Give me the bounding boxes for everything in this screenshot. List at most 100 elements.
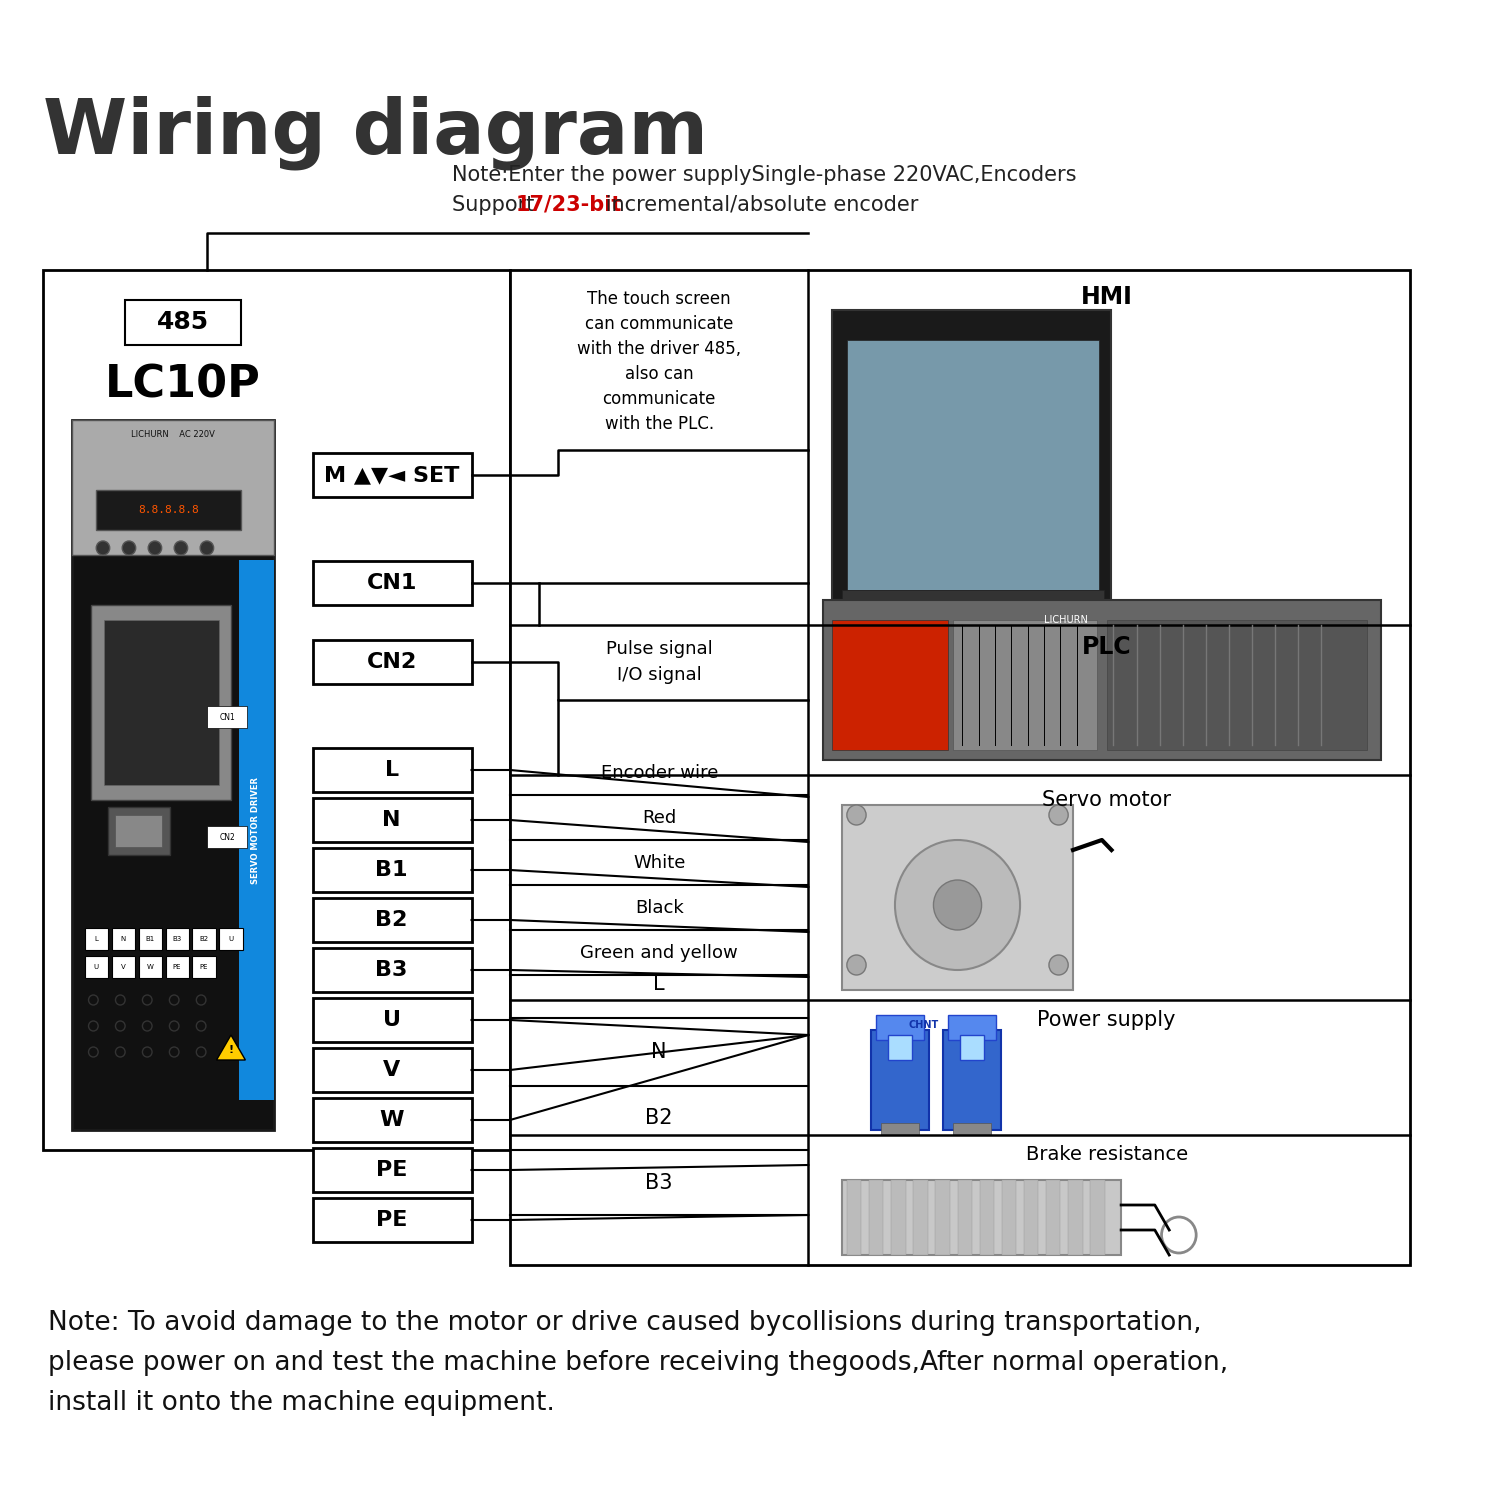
Circle shape <box>148 542 162 555</box>
Bar <box>952 620 1096 750</box>
Circle shape <box>88 994 98 1005</box>
Text: Pulse signal
I/O signal: Pulse signal I/O signal <box>606 640 712 684</box>
Circle shape <box>200 542 213 555</box>
Bar <box>957 1180 972 1256</box>
Bar <box>888 1035 912 1060</box>
Bar <box>138 928 162 950</box>
Text: PE: PE <box>172 964 182 970</box>
Bar <box>842 806 1072 990</box>
Bar <box>138 956 162 978</box>
Bar <box>1046 1180 1060 1256</box>
Text: Power supply: Power supply <box>1038 1010 1176 1031</box>
Text: B3: B3 <box>645 1173 674 1192</box>
Circle shape <box>88 1022 98 1031</box>
Bar <box>108 807 171 855</box>
Circle shape <box>196 1022 206 1031</box>
Bar <box>1090 1180 1106 1256</box>
Bar <box>948 1016 996 1040</box>
Circle shape <box>122 542 135 555</box>
Bar <box>510 270 1410 1264</box>
Bar <box>84 956 108 978</box>
Text: Note:Enter the power supplySingle-phase 220VAC,Encoders: Note:Enter the power supplySingle-phase … <box>453 165 1077 184</box>
Bar <box>72 420 274 1130</box>
Text: HMI: HMI <box>1080 285 1132 309</box>
Bar <box>44 270 510 1150</box>
Text: Red: Red <box>642 808 676 826</box>
Bar <box>314 898 471 942</box>
Text: W: W <box>380 1110 404 1130</box>
Circle shape <box>142 1047 152 1058</box>
Text: The touch screen
can communicate
with the driver 485,
also can
communicate
with : The touch screen can communicate with th… <box>578 290 741 434</box>
Text: L: L <box>384 760 399 780</box>
Text: N: N <box>382 810 400 830</box>
Bar <box>207 706 248 728</box>
Bar <box>833 310 1112 600</box>
Text: LICHURN    AC 220V: LICHURN AC 220V <box>132 430 214 439</box>
Text: N: N <box>120 936 126 942</box>
Bar <box>124 300 240 345</box>
Bar <box>847 340 1100 590</box>
Bar <box>1024 1180 1038 1256</box>
Bar <box>868 1180 883 1256</box>
Bar <box>960 1035 984 1060</box>
Circle shape <box>142 994 152 1005</box>
Text: Support: Support <box>453 195 542 214</box>
Bar <box>1107 620 1366 750</box>
Circle shape <box>170 994 178 1005</box>
Text: PLC: PLC <box>1082 634 1131 658</box>
Text: B2: B2 <box>200 936 208 942</box>
Bar <box>314 948 471 992</box>
Circle shape <box>142 1022 152 1031</box>
Circle shape <box>170 1022 178 1031</box>
Circle shape <box>170 1047 178 1058</box>
Text: B3: B3 <box>375 960 408 980</box>
Bar <box>314 453 471 497</box>
Circle shape <box>896 840 1020 970</box>
Circle shape <box>847 956 865 975</box>
Text: U: U <box>93 964 99 970</box>
Bar <box>842 1180 1120 1256</box>
Text: B3: B3 <box>172 936 182 942</box>
Circle shape <box>1048 956 1068 975</box>
Circle shape <box>116 994 124 1005</box>
Circle shape <box>1048 806 1068 825</box>
Bar <box>314 640 471 684</box>
Bar <box>314 561 471 604</box>
Bar <box>314 998 471 1042</box>
Bar <box>842 590 1104 610</box>
Text: 8.8.8.8.8: 8.8.8.8.8 <box>138 506 200 515</box>
Bar <box>116 815 162 848</box>
Bar <box>165 956 189 978</box>
Circle shape <box>96 542 109 555</box>
Bar <box>111 928 135 950</box>
Text: L: L <box>654 974 664 994</box>
Bar <box>871 1030 928 1130</box>
Bar <box>824 600 1382 760</box>
Bar <box>219 928 243 950</box>
Circle shape <box>174 542 188 555</box>
Text: M ▲▼◄ SET: M ▲▼◄ SET <box>324 465 459 484</box>
Text: V: V <box>122 964 126 970</box>
Text: Black: Black <box>634 898 684 916</box>
Bar <box>833 620 948 750</box>
Bar <box>880 1124 920 1136</box>
Bar <box>192 956 216 978</box>
Text: PE: PE <box>200 964 208 970</box>
Text: 17/23-bit: 17/23-bit <box>516 195 622 214</box>
Text: B1: B1 <box>146 936 154 942</box>
Text: U: U <box>228 936 234 942</box>
Bar <box>1002 1180 1016 1256</box>
Polygon shape <box>216 1035 246 1060</box>
Text: CN2: CN2 <box>219 833 236 842</box>
Bar <box>238 560 274 1100</box>
Bar <box>914 1180 927 1256</box>
Bar <box>891 1180 906 1256</box>
Text: PE: PE <box>376 1210 408 1230</box>
Text: L: L <box>94 936 98 942</box>
Bar <box>847 1180 861 1256</box>
Text: B2: B2 <box>645 1108 674 1128</box>
Bar <box>314 1148 471 1192</box>
Bar <box>314 748 471 792</box>
Text: CN1: CN1 <box>366 573 417 592</box>
Circle shape <box>933 880 981 930</box>
